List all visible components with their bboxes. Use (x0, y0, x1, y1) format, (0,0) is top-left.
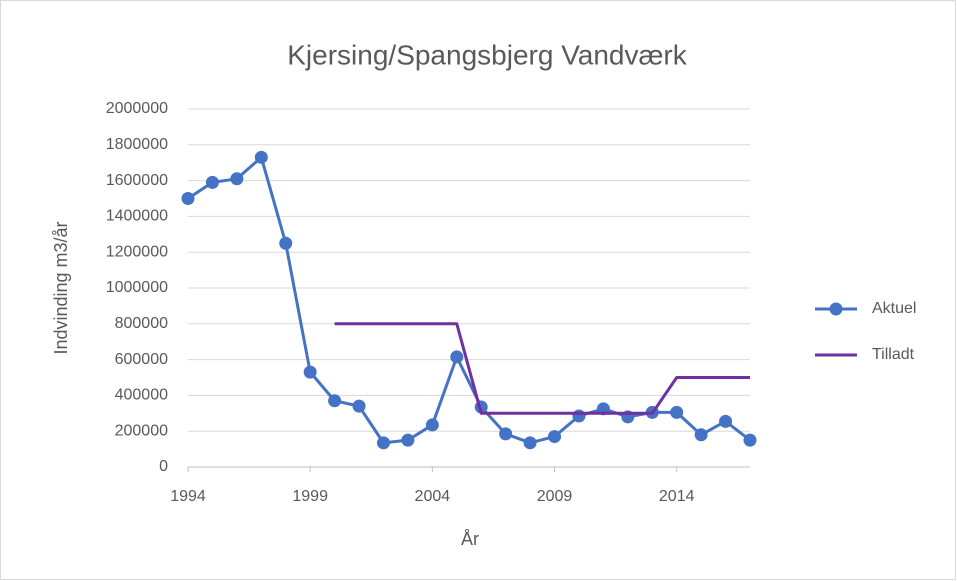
data-point (572, 409, 586, 423)
y-tick-label: 1600000 (106, 172, 168, 189)
y-tick-label: 200000 (115, 422, 168, 439)
data-point (279, 236, 293, 250)
data-point (450, 350, 464, 364)
data-point (499, 427, 513, 441)
data-point (401, 433, 415, 447)
x-tick-label: 2004 (415, 488, 451, 505)
data-point (328, 394, 342, 408)
legend-label: Aktuel (872, 300, 916, 317)
x-tick-label: 2009 (537, 488, 573, 505)
y-tick-label: 1200000 (106, 243, 168, 260)
y-tick-label: 1800000 (106, 136, 168, 153)
data-point (719, 414, 733, 428)
x-tick-label: 2014 (659, 488, 695, 505)
y-tick-label: 1400000 (106, 208, 168, 225)
data-point (548, 430, 562, 444)
y-tick-label: 0 (159, 458, 168, 475)
data-point (303, 365, 317, 379)
data-point (205, 175, 219, 189)
data-point (694, 428, 708, 442)
data-point (230, 172, 244, 186)
data-point (352, 399, 366, 413)
data-point (181, 192, 195, 205)
y-tick-label: 600000 (115, 351, 168, 368)
y-axis-label: Indvinding m3/år (51, 221, 71, 354)
y-tick-label: 400000 (115, 387, 168, 404)
data-point (376, 436, 390, 450)
y-tick-label: 1000000 (106, 279, 168, 296)
chart-title: Kjersing/Spangsbjerg Vandværk (287, 39, 687, 70)
data-point (523, 436, 537, 450)
y-tick-label: 2000000 (106, 100, 168, 117)
data-point (254, 150, 268, 164)
legend-marker (829, 302, 843, 316)
legend-label: Tilladt (872, 346, 915, 363)
x-axis-label: År (461, 529, 479, 549)
x-tick-label: 1994 (170, 488, 206, 505)
x-tick-label: 1999 (292, 488, 328, 505)
data-point (425, 418, 439, 432)
data-point (743, 433, 757, 447)
data-point (670, 405, 684, 419)
y-tick-label: 800000 (115, 315, 168, 332)
series-line (334, 322, 750, 415)
